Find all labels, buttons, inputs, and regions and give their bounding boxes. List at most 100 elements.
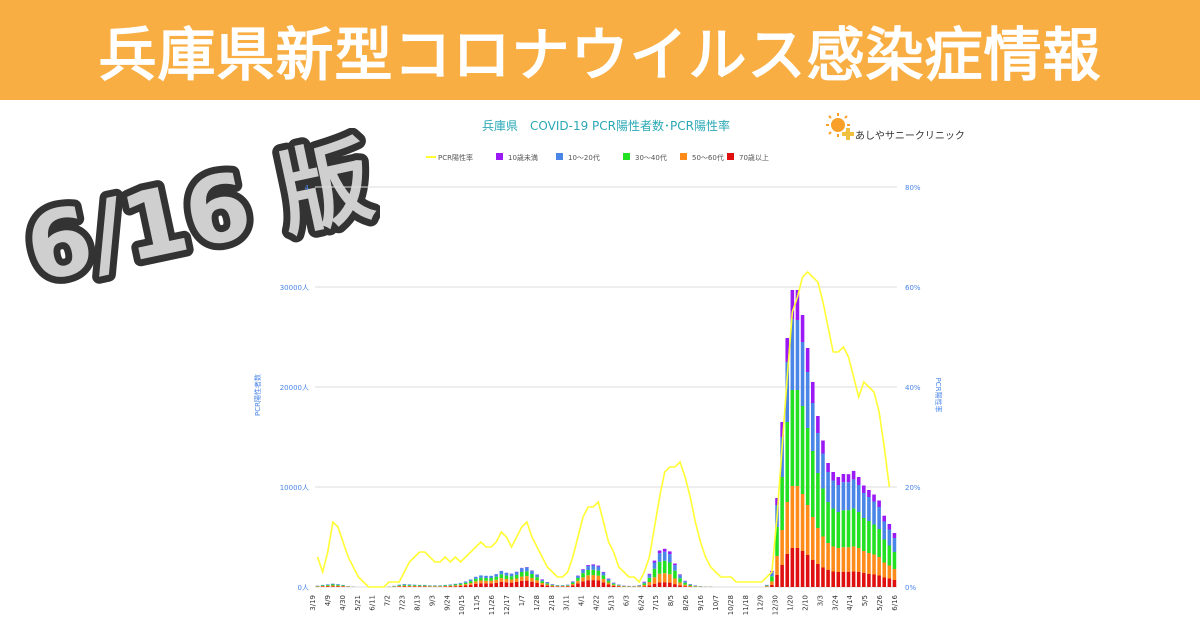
bar-segment xyxy=(428,586,432,587)
bar-segment xyxy=(862,485,866,493)
bar-segment xyxy=(856,548,861,572)
y2-tick-label: 40% xyxy=(905,384,921,392)
bar-segment xyxy=(673,578,677,585)
bar-segment xyxy=(836,485,841,512)
bar-segment xyxy=(565,586,570,587)
bar-segment xyxy=(642,582,647,584)
bar-segment xyxy=(499,578,504,582)
x-tick-label: 1/7 xyxy=(518,595,526,606)
bar-segment xyxy=(417,585,422,586)
bar-segment xyxy=(468,583,473,585)
bar-segment xyxy=(591,569,596,576)
y2-tick-label: 0% xyxy=(905,584,916,592)
bar-segment xyxy=(841,571,846,587)
x-tick-label: 6/11 xyxy=(369,595,377,611)
bar-segment xyxy=(596,565,601,567)
bar-segment xyxy=(550,586,555,587)
bar-segment xyxy=(525,580,529,587)
bar-segment xyxy=(443,586,447,587)
legend-swatch xyxy=(727,153,734,160)
bar-segment xyxy=(540,583,544,585)
bar-segment xyxy=(836,512,841,548)
x-tick-label: 5/13 xyxy=(607,595,615,611)
bar-segment xyxy=(862,493,866,518)
bar-segment xyxy=(550,584,555,585)
bar-segment xyxy=(545,583,550,585)
bar-segment xyxy=(616,585,621,586)
bar-segment xyxy=(616,584,621,586)
bar-segment xyxy=(657,550,662,554)
bar-segment xyxy=(458,584,463,586)
bar-segment xyxy=(458,582,463,584)
bar-segment xyxy=(836,572,841,587)
bar-segment xyxy=(535,577,539,581)
bar-segment xyxy=(637,586,641,587)
bar-segment xyxy=(846,510,851,548)
bar-segment xyxy=(683,582,687,585)
bar-segment xyxy=(576,583,580,587)
bar-segment xyxy=(775,575,779,587)
bar-segment xyxy=(509,573,514,577)
bar-segment xyxy=(642,581,647,583)
bar-segment xyxy=(463,584,468,586)
bar-segment xyxy=(422,584,427,586)
x-tick-label: 9/3 xyxy=(428,595,436,606)
bar-segment xyxy=(514,574,519,579)
bar-segment xyxy=(412,584,417,586)
bar-segment xyxy=(320,586,325,587)
bar-segment xyxy=(606,584,611,587)
bar-segment xyxy=(422,585,427,586)
bar-segment xyxy=(800,551,805,587)
bar-segment xyxy=(678,575,682,579)
bar-segment xyxy=(785,554,790,587)
bar-segment xyxy=(545,584,550,586)
bar-segment xyxy=(805,505,810,555)
bar-segment xyxy=(805,348,810,372)
x-tick-label: 3/24 xyxy=(831,594,839,610)
x-tick-label: 2/10 xyxy=(801,595,809,611)
bar-segment xyxy=(846,547,851,572)
bar-segment xyxy=(545,582,550,584)
bar-segment xyxy=(800,494,805,551)
bar-segment xyxy=(877,529,881,557)
bar-segment xyxy=(647,585,652,587)
bar-segment xyxy=(862,573,866,587)
clinic-name: あしやサニークリニック xyxy=(855,131,965,142)
bar-segment xyxy=(862,518,866,551)
bar-segment xyxy=(678,585,682,587)
bar-segment xyxy=(856,512,861,548)
bar-segment xyxy=(530,574,534,578)
bar-segment xyxy=(571,584,575,586)
x-tick-label: 4/14 xyxy=(846,594,854,610)
bar-segment xyxy=(336,586,340,587)
bar-segment xyxy=(810,560,815,587)
bar-segment xyxy=(770,581,774,585)
bar-segment xyxy=(341,584,345,586)
bar-segment xyxy=(606,582,611,585)
bar-segment xyxy=(668,582,672,587)
bar-segment xyxy=(494,574,499,577)
y2-tick-label: 60% xyxy=(905,284,921,292)
x-tick-label: 3/19 xyxy=(309,595,317,611)
bar-segment xyxy=(555,585,560,587)
bar-segment xyxy=(530,570,534,574)
x-tick-label: 11/18 xyxy=(742,595,750,615)
bar-segment xyxy=(336,584,340,585)
bar-segment xyxy=(504,579,509,583)
bar-segment xyxy=(453,586,458,587)
bar-segment xyxy=(494,579,499,583)
bar-segment xyxy=(525,576,529,581)
bar-segment xyxy=(581,569,585,570)
bar-segment xyxy=(601,572,606,576)
bar-segment xyxy=(433,585,437,587)
bar-segment xyxy=(458,586,463,587)
bar-segment xyxy=(795,320,800,390)
bar-segment xyxy=(800,315,805,342)
x-tick-label: 4/22 xyxy=(593,595,601,611)
bar-segment xyxy=(877,557,881,576)
x-tick-label: 7/23 xyxy=(399,595,407,611)
bar-segment xyxy=(601,571,606,573)
bar-segment xyxy=(790,548,795,587)
bar-segment xyxy=(770,584,774,587)
bar-segment xyxy=(545,585,550,587)
